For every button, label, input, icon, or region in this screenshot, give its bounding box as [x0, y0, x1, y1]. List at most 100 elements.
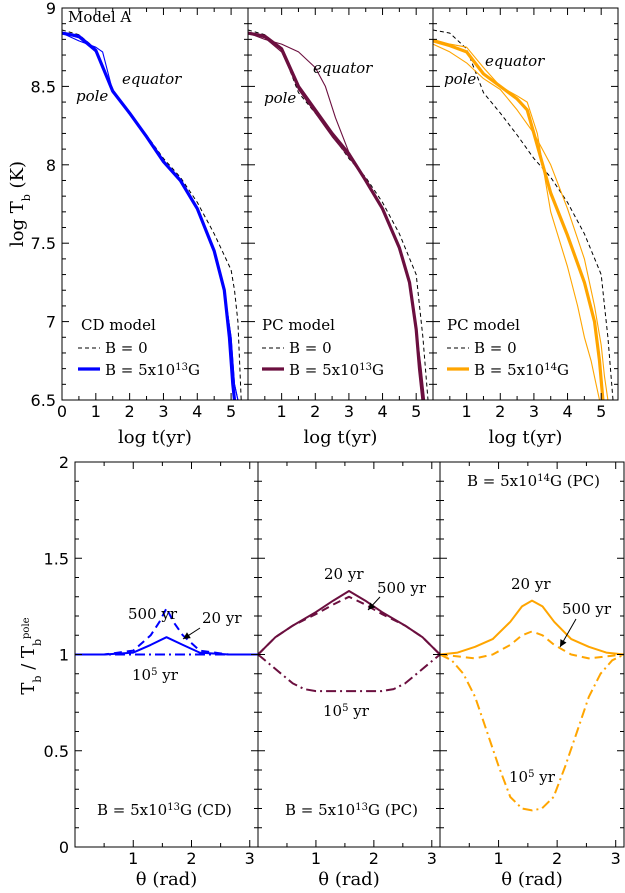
top-left-legend-b-part: B = 5x10 — [105, 361, 175, 379]
top-left-xtick-label: 4 — [192, 402, 202, 421]
bottom-middle-b-label: B = 5x1013G (PC) — [285, 801, 418, 819]
top-middle-legend-b-part: B = 5x10 — [289, 361, 359, 379]
top-middle-equator-label: equator — [313, 59, 373, 77]
top-right-lines — [433, 29, 614, 400]
bottom-middle-arrow-head — [368, 602, 376, 610]
top-middle-legend-b: B = 5x1013G — [289, 361, 384, 379]
top-middle-legend-b-part: 13 — [359, 362, 372, 373]
top-left-legend-b: B = 5x1013G — [105, 361, 200, 379]
bottom-right-xtick-label: 3 — [611, 849, 621, 868]
bottom-middle-label-1e5yr-part: 5 — [342, 703, 348, 714]
bottom-left-b-label-part: B = 5x10 — [97, 801, 167, 819]
bottom-left-xtick-label: 1 — [128, 849, 138, 868]
bottom-ylabel-text-part: b — [31, 676, 44, 683]
top-middle-xtick-label: 1 — [277, 402, 287, 421]
bottom-middle-b-label-part: G (PC) — [368, 801, 418, 819]
bottom-middle-xtick-label: 3 — [427, 849, 437, 868]
bottom-left-ytick-label: 0.5 — [44, 742, 69, 761]
top-right-legend-b: B = 5x1014G — [474, 361, 569, 379]
bottom-left-xtick-label: 2 — [186, 849, 196, 868]
bottom-left-label-1e5yr-part: yr — [157, 666, 178, 684]
top-right-xtick-label: 3 — [529, 402, 539, 421]
top-middle-xtick-label: 2 — [310, 402, 320, 421]
top-left-ytick-label: 8.5 — [31, 77, 56, 96]
bottom-middle-xtick-label: 2 — [369, 849, 379, 868]
bottom-middle-label-1e5yr-part: yr — [348, 702, 369, 720]
bottom-right-xtick-label: 1 — [493, 849, 503, 868]
top-right-series-1 — [433, 43, 609, 400]
bottom-right-series-2 — [440, 653, 624, 812]
top-left-ytick-label: 7 — [46, 313, 56, 332]
top-left-model-label: Model A — [68, 8, 131, 26]
bottom-right-label-1e5yr: 105 yr — [509, 768, 556, 786]
bottom-right-b-label-part: G (PC) — [550, 472, 600, 490]
top-right-pole-label: pole — [444, 70, 476, 88]
top-middle-legend-title: PC model — [262, 316, 335, 334]
bottom-left-label-500yr: 500 yr — [128, 605, 178, 623]
bottom-left-label-1e5yr: 105 yr — [132, 666, 179, 684]
top-left-legend-b-part: G — [188, 361, 200, 379]
bottom-middle-xlabel: θ (rad) — [318, 869, 379, 890]
bottom-ylabel-text-part: pole — [21, 617, 32, 639]
bottom-left-xlabel: θ (rad) — [136, 869, 197, 890]
bottom-ylabel-text-part: / T — [18, 646, 39, 676]
bottom-ylabel-text-part: b — [31, 639, 44, 646]
bottom-left-lines — [75, 607, 258, 656]
top-left-ytick-label: 7.5 — [31, 234, 56, 253]
top-right-xtick-label: 4 — [562, 402, 572, 421]
bottom-right-xtick-label: 2 — [552, 849, 562, 868]
top-middle-xtick-label: 5 — [411, 402, 421, 421]
top-right-legend-b-part: G — [557, 361, 569, 379]
top-left-xtick-label: 1 — [91, 402, 101, 421]
bottom-middle-series-1 — [258, 595, 440, 656]
bottom-right-panel: 1 2 3 θ (rad) B = 5x1014G (PC) 500 yr 20 yr 105… — [439, 461, 625, 890]
top-right-series-3 — [433, 39, 605, 400]
top-right-xtick-label: 5 — [596, 402, 606, 421]
bottom-left-ytick-label: 0 — [59, 838, 69, 857]
bottom-right-label-1e5yr-part: 5 — [528, 769, 534, 780]
top-left-ytick-label: 6.5 — [31, 391, 56, 410]
bottom-middle-label-500yr: 500 yr — [377, 579, 427, 597]
top-middle-xtick-label: 4 — [377, 402, 387, 421]
bottom-left-label-1e5yr-part: 5 — [151, 667, 157, 678]
top-middle-legend-b0: B = 0 — [289, 339, 332, 357]
bottom-right-label-1e5yr-part: yr — [534, 768, 555, 786]
top-left-series-3 — [62, 31, 237, 400]
top-middle-pole-label: pole — [264, 89, 296, 107]
bottom-left-b-label: B = 5x1013G (CD) — [97, 801, 232, 819]
top-left-xlabel: log t(yr) — [118, 427, 192, 448]
top-middle-lines — [248, 29, 429, 400]
top-left-legend-b-part: 13 — [175, 362, 188, 373]
bottom-left-label-20yr: 20 yr — [202, 609, 242, 627]
bottom-left-xlabel-part: θ (rad) — [136, 869, 197, 890]
bottom-middle-frame — [257, 461, 441, 848]
top-left-xtick-label: 0 — [57, 402, 67, 421]
bottom-right-lines — [440, 599, 624, 812]
bottom-left-xtick-label: 3 — [245, 849, 255, 868]
bottom-middle-label-20yr: 20 yr — [324, 565, 364, 583]
top-left-frame — [61, 7, 249, 401]
bottom-left-b-label-part: 13 — [167, 802, 180, 813]
top-right-xtick-label: 1 — [462, 402, 472, 421]
top-middle-panel: 1 2 3 4 5 log t(yr) pole equator PC model B = 0 B … — [247, 7, 434, 448]
bottom-right-frame — [439, 461, 625, 848]
top-right-xlabel: log t(yr) — [489, 427, 563, 448]
bottom-left-arrow-head — [183, 632, 191, 639]
bottom-middle-label-1e5yr: 105 yr — [323, 702, 370, 720]
top-right-panel: 1 2 3 4 5 log t(yr) pole equator PC model B = 0 B … — [432, 7, 619, 448]
top-left-xtick-label: 5 — [226, 402, 236, 421]
bottom-ylabel-text-part: T — [18, 683, 39, 695]
bottom-middle-lines — [258, 590, 440, 693]
top-left-lines — [62, 29, 242, 400]
bottom-right-series-0 — [440, 599, 624, 656]
bottom-left-b-label-part: G (CD) — [180, 801, 232, 819]
bottom-middle-b-label-part: B = 5x10 — [285, 801, 355, 819]
bottom-middle-xlabel-part: θ (rad) — [318, 869, 379, 890]
bottom-left-panel: 1 2 300.511.52θ (rad)B = 5x1013G (CD)500 y… — [44, 453, 259, 890]
top-left-legend-b0: B = 0 — [105, 339, 148, 357]
bottom-right-xlabel-part: θ (rad) — [501, 869, 562, 890]
top-middle-series-3 — [248, 31, 425, 400]
top-middle-series-0 — [248, 29, 429, 400]
bottom-left-label-1e5yr-part: 10 — [132, 666, 151, 684]
